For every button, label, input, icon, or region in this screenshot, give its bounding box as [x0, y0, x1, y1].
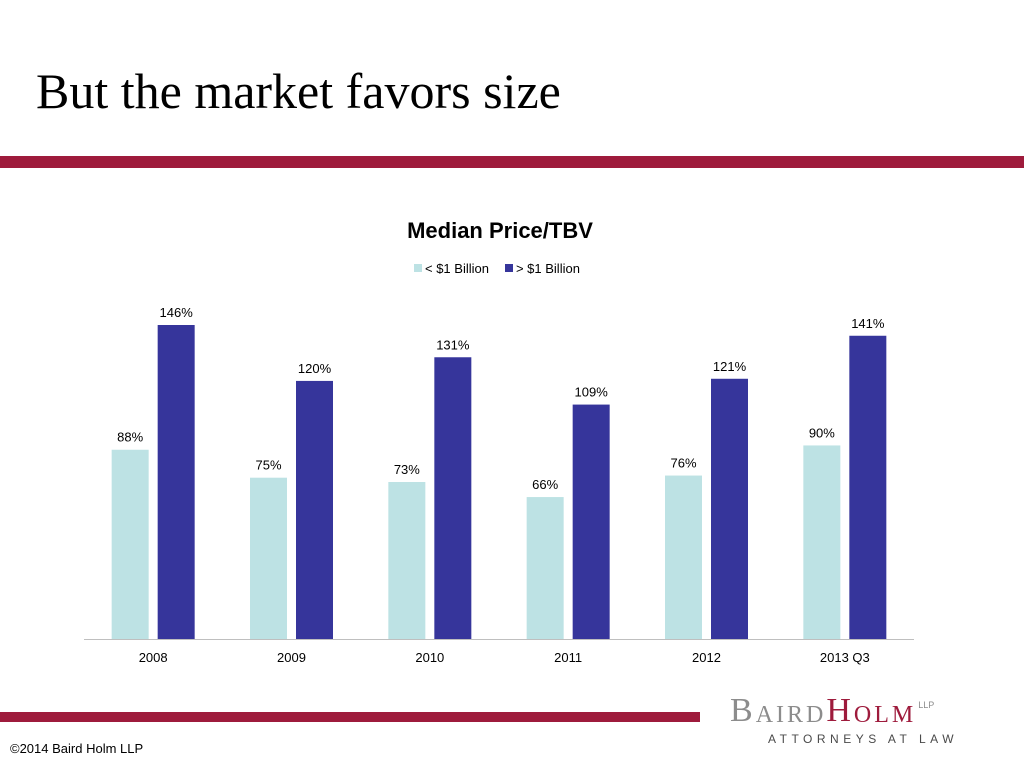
logo-holm-initial: H	[826, 692, 854, 729]
copyright-notice: ©2014 Baird Holm LLP	[10, 741, 144, 756]
baird-holm-logo: B AIRD H OLM LLP ATTORNEYS AT LAW	[730, 694, 1000, 750]
top-accent-rule	[0, 156, 1024, 168]
legend-label-large-banks: > $1 Billion	[515, 260, 580, 276]
legend-swatch-small-banks	[414, 264, 422, 272]
data-label-small-banks-2010: 73%	[394, 462, 420, 477]
data-label-small-banks-2013-q3: 90%	[809, 425, 835, 440]
logo-tagline: ATTORNEYS AT LAW	[768, 732, 959, 746]
logo-baird-initial: B	[730, 692, 756, 729]
chart-title: Median Price/TBV	[407, 218, 593, 243]
x-tick-label-2010: 2010	[415, 650, 444, 665]
legend-swatch-large-banks	[504, 264, 513, 272]
bar-large-banks-2008	[157, 325, 195, 639]
legend-item-small-banks: < $1 Billion	[414, 261, 489, 276]
bar-large-banks-2013-q3	[849, 335, 887, 639]
logo-wordmark: B AIRD H OLM LLP	[730, 692, 935, 729]
bar-large-banks-2009	[296, 380, 333, 639]
legend-label-small-banks: < $1 Billion	[425, 260, 489, 276]
bar-large-banks-2012	[711, 378, 748, 639]
bar-large-banks-2011	[572, 404, 610, 639]
bar-small-banks-2011	[526, 497, 564, 639]
bar-small-banks-2012	[665, 475, 702, 639]
data-label-large-banks-2008: 146%	[160, 305, 194, 320]
bar-small-banks-2009	[250, 477, 287, 639]
logo-baird-rest: AIRD	[755, 702, 827, 728]
bar-large-banks-2010	[434, 357, 472, 639]
x-tick-label-2009: 2009	[277, 650, 306, 665]
x-tick-label-2008: 2008	[139, 650, 168, 665]
bottom-accent-rule	[0, 712, 700, 722]
data-label-large-banks-2013-q3: 141%	[851, 316, 885, 331]
logo-holm-rest: OLM	[853, 702, 917, 728]
data-label-large-banks-2012: 121%	[713, 359, 747, 374]
bar-small-banks-2013-q3	[803, 445, 841, 639]
legend-item-large-banks: > $1 Billion	[504, 260, 580, 276]
data-label-small-banks-2008: 88%	[117, 430, 143, 445]
data-label-small-banks-2009: 75%	[255, 458, 281, 473]
bar-small-banks-2008	[111, 449, 149, 639]
data-label-large-banks-2010: 131%	[436, 337, 470, 352]
data-label-small-banks-2011: 66%	[532, 477, 558, 492]
x-tick-label-2013-q3: 2013 Q3	[820, 650, 870, 665]
slide-title: But the market favors size	[36, 63, 561, 119]
bar-small-banks-2010	[388, 482, 426, 639]
x-tick-label-2012: 2012	[692, 650, 721, 665]
x-tick-label-2011: 2011	[554, 650, 582, 665]
logo-llp: LLP	[918, 700, 935, 710]
data-label-large-banks-2009: 120%	[298, 361, 332, 376]
chart-legend: < $1 Billion > $1 Billion	[414, 260, 596, 276]
data-label-large-banks-2011: 109%	[575, 385, 609, 400]
data-label-small-banks-2012: 76%	[670, 456, 696, 471]
